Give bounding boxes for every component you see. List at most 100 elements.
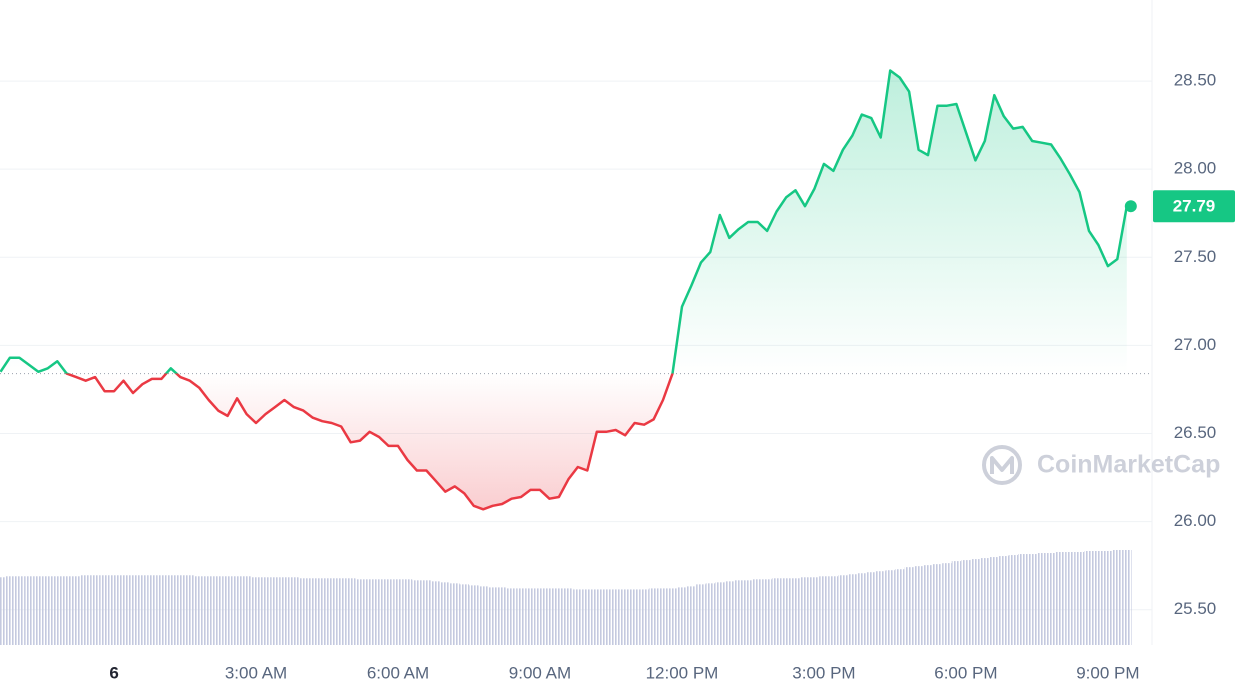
volume-bar [1074,552,1085,645]
volume-bar [175,575,186,645]
volume-bar [402,579,413,645]
volume-bar [118,575,129,645]
volume-bar [251,577,261,645]
volume-bar [913,566,924,645]
volume-bar [222,576,233,645]
volume-bar [506,588,517,645]
volume-bar [951,561,962,645]
volume-bar [421,580,432,645]
volume-bar [468,585,479,645]
volume-bar [241,576,252,645]
volume-bar [364,579,375,645]
volume-bar [762,579,772,645]
volume-bar [535,588,545,645]
x-tick-label: 3:00 AM [225,663,287,682]
volume-bar [431,581,441,645]
volume-bar [724,581,735,645]
volume-bar [573,589,583,645]
volume-bar [1122,550,1132,645]
x-tick-label: 6 [109,663,118,682]
volume-bar [327,578,337,645]
volume-bar [497,587,507,645]
volume-bar [317,578,328,645]
price-tag [1153,190,1235,223]
x-tick-label: 9:00 AM [509,663,571,682]
y-tick-label: 28.00 [1174,159,1217,178]
volume-bar [610,589,621,645]
volume-bar [904,567,914,645]
volume-bar [601,589,611,645]
volume-bar [1008,555,1018,645]
volume-bar [1084,551,1094,645]
volume-bar [156,575,167,645]
volume-bar [942,563,952,645]
volume-bar [658,588,668,645]
volume-bar [345,578,356,645]
volume-bar [43,576,53,645]
volume-bar [715,582,725,645]
volume-bar [99,575,110,645]
volume-bar [213,576,223,645]
volume-bar [809,577,820,645]
volume-bar [771,578,782,645]
volume-bar [592,589,602,645]
volume-bar [667,588,678,645]
volume-bar [629,589,640,645]
volume-bar [989,557,1000,645]
volume-bar [923,565,933,645]
volume-bar [639,589,649,645]
volume-bar [393,579,403,645]
volume-bar [790,578,801,645]
volume-bar [554,588,564,645]
volume-bar [194,576,204,645]
volume-bar [185,575,195,645]
volume-bar [734,580,744,645]
volume-bar [71,576,81,645]
y-tick-label: 28.50 [1174,71,1217,90]
x-tick-label: 12:00 PM [646,663,719,682]
volume-bar [279,577,290,645]
volume-bar [677,587,687,645]
volume-bar [961,560,971,645]
volume-bar [620,589,630,645]
volume-bar [440,582,451,645]
volume-bar [516,588,526,645]
volume-bar [355,579,365,645]
y-tick-label: 25.50 [1174,599,1217,618]
volume-bar [270,577,280,645]
volume-bar [1046,553,1056,645]
volume-bar [232,576,242,645]
watermark-text: CoinMarketCap [1037,451,1220,479]
volume-bar [383,579,394,645]
volume-bar [487,587,498,645]
volume-bar [525,588,536,645]
volume-bar [800,577,810,645]
volume-bar [289,577,299,645]
volume-bar [90,575,100,645]
volume-bar [838,575,848,645]
volume-bar [128,575,138,645]
area-fill [0,70,1127,510]
volume-bar [336,578,346,645]
volume-bar [412,580,422,645]
volume-bar [866,572,876,645]
volume-bar [308,578,318,645]
volume-bar [828,576,839,645]
volume-bar [137,575,148,645]
watermark: CoinMarketCap [982,445,1220,485]
volume-bar [298,578,309,645]
y-tick-label: 27.00 [1174,335,1217,354]
volume-bar [781,578,791,645]
volume-bar [894,569,905,645]
volume-bar [1112,550,1123,645]
volume-bar [109,575,119,645]
volume-bar [1036,553,1047,645]
volume-bar [885,570,895,645]
volume-bar [260,577,271,645]
volume-bar [478,586,488,645]
volume-bar [450,583,460,645]
volume-bar [459,584,469,645]
volume-bar [5,576,15,645]
volume-bar [999,556,1009,645]
